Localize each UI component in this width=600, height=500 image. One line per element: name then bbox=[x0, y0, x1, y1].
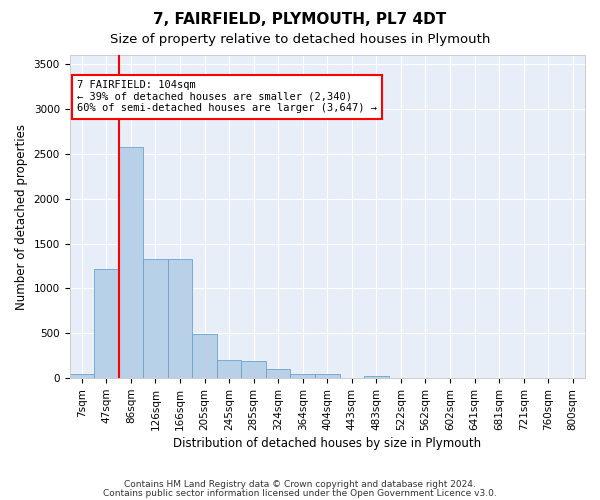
Bar bbox=[94, 268, 119, 378]
Text: Contains HM Land Registry data © Crown copyright and database right 2024.: Contains HM Land Registry data © Crown c… bbox=[124, 480, 476, 489]
Bar bbox=[119, 146, 143, 378]
Bar bbox=[143, 259, 168, 378]
Bar bbox=[290, 374, 315, 378]
Text: 7, FAIRFIELD, PLYMOUTH, PL7 4DT: 7, FAIRFIELD, PLYMOUTH, PL7 4DT bbox=[154, 12, 446, 28]
Text: 7 FAIRFIELD: 104sqm
← 39% of detached houses are smaller (2,340)
60% of semi-det: 7 FAIRFIELD: 104sqm ← 39% of detached ho… bbox=[77, 80, 377, 114]
Bar bbox=[364, 376, 389, 378]
Bar bbox=[266, 369, 290, 378]
Text: Contains public sector information licensed under the Open Government Licence v3: Contains public sector information licen… bbox=[103, 489, 497, 498]
Bar bbox=[192, 334, 217, 378]
Text: Size of property relative to detached houses in Plymouth: Size of property relative to detached ho… bbox=[110, 32, 490, 46]
X-axis label: Distribution of detached houses by size in Plymouth: Distribution of detached houses by size … bbox=[173, 437, 481, 450]
Bar bbox=[168, 259, 192, 378]
Bar bbox=[315, 374, 340, 378]
Bar bbox=[241, 360, 266, 378]
Bar bbox=[70, 374, 94, 378]
Y-axis label: Number of detached properties: Number of detached properties bbox=[15, 124, 28, 310]
Bar bbox=[217, 360, 241, 378]
